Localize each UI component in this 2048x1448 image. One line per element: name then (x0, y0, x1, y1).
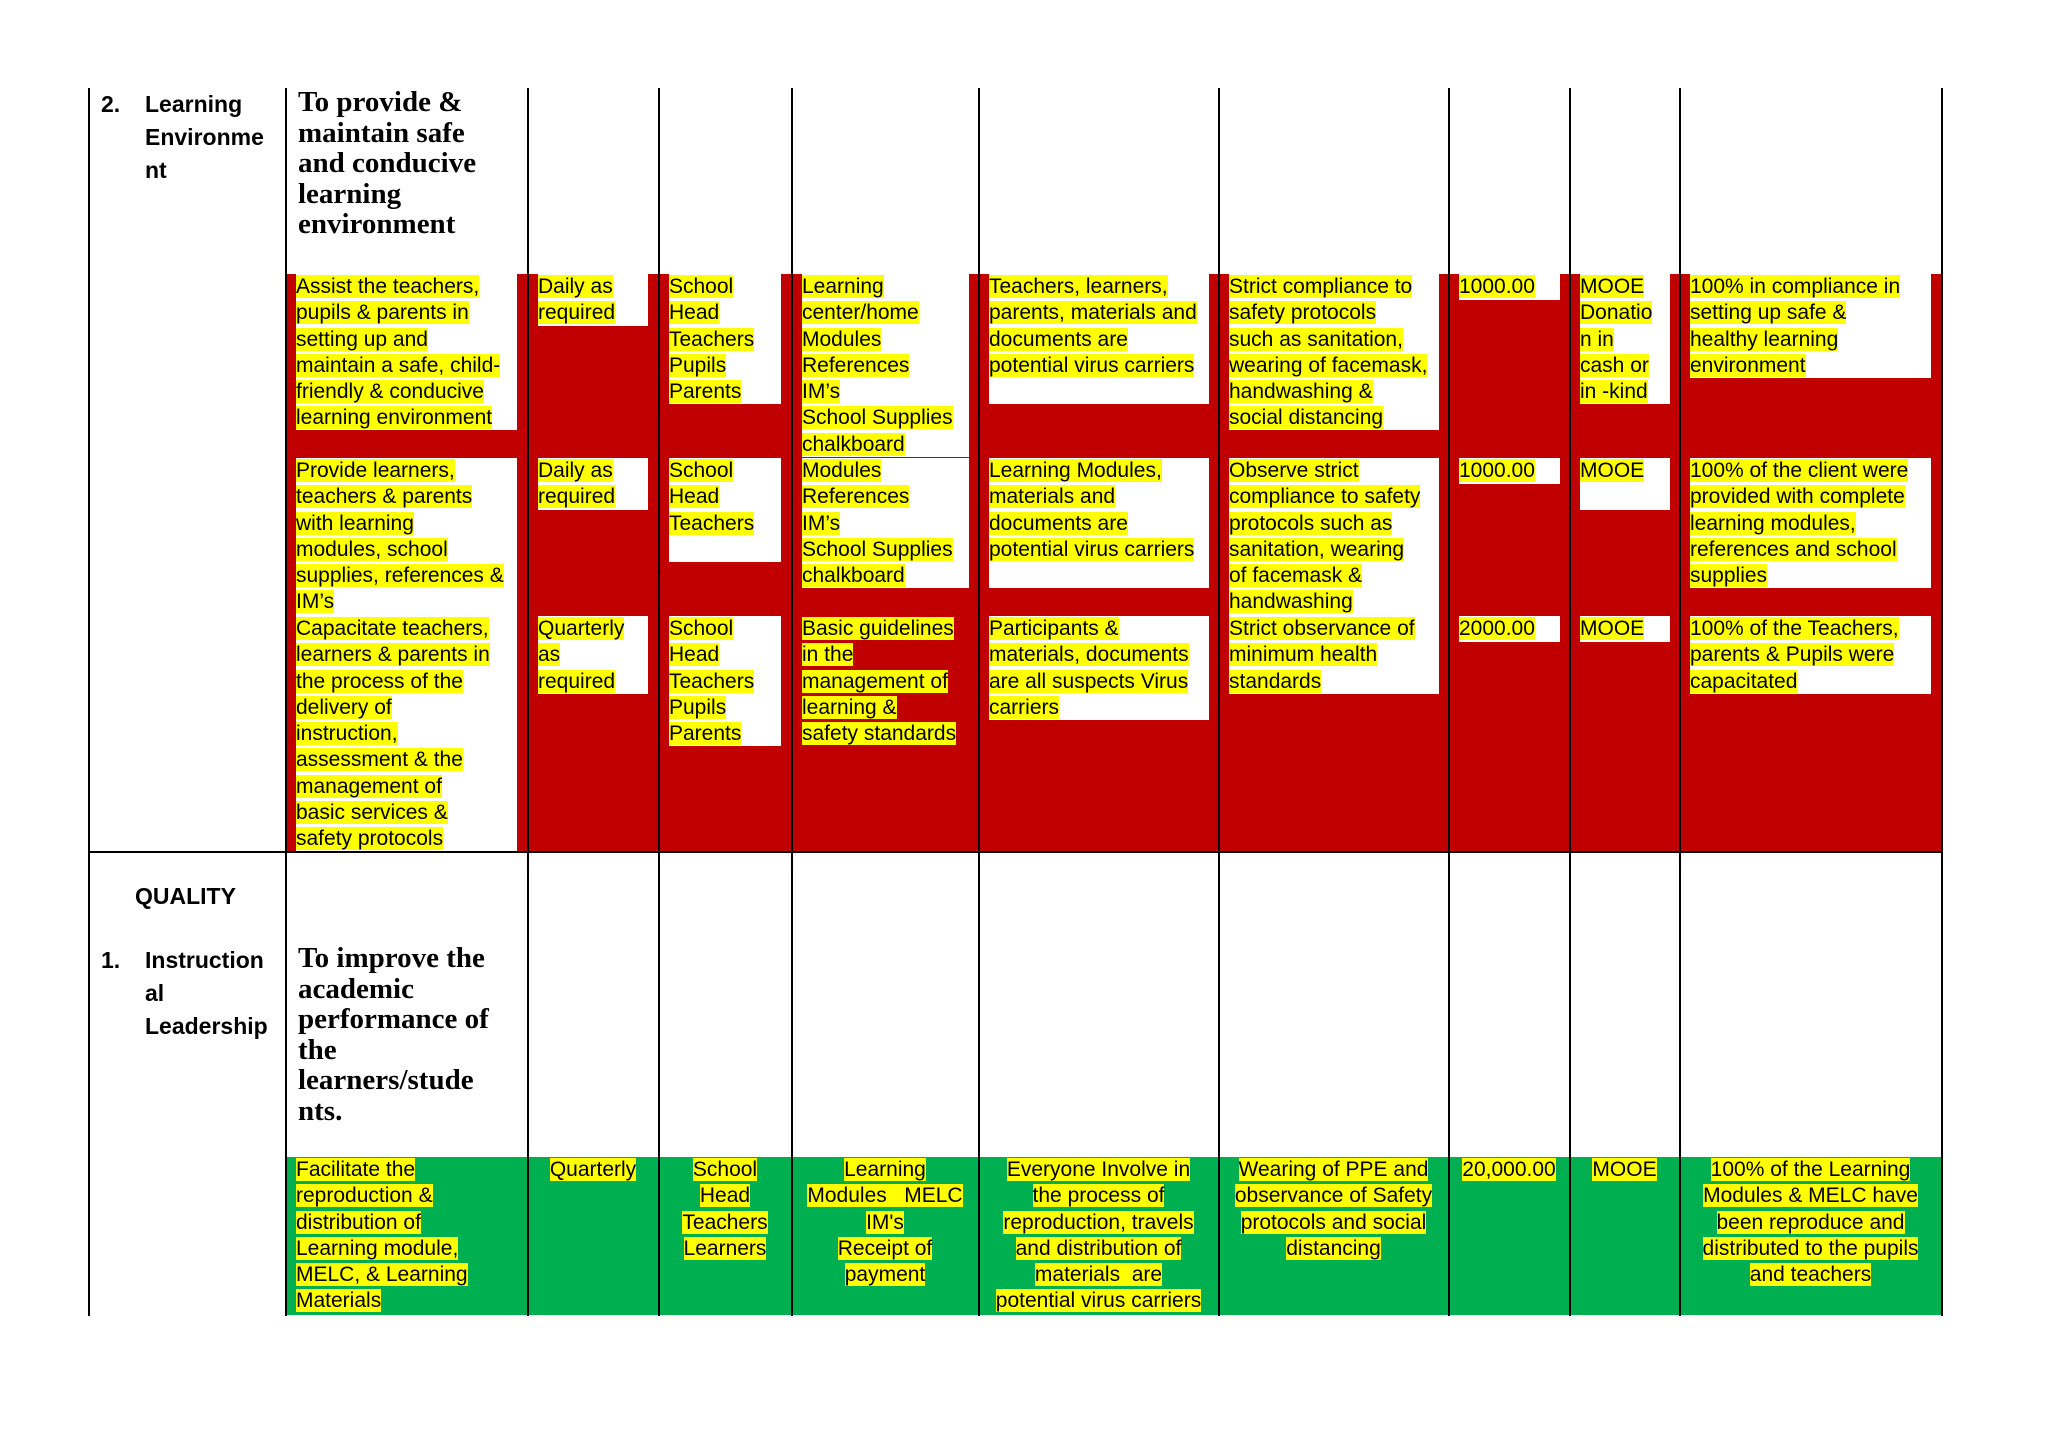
mitigating-measures-cell: Strict observance of minimum health stan… (1229, 616, 1439, 694)
timeframe-cell: Daily as required (538, 274, 648, 326)
column-divider (978, 88, 980, 1316)
resources-cell: Basic guidelines in the management of le… (802, 616, 969, 746)
mitigating-measures-cell: Observe strict compliance to safety prot… (1229, 458, 1439, 616)
persons-involved-cell: School Head Teachers Pupils Parents (669, 616, 781, 746)
mitigating-measures-cell: Strict compliance to safety protocols su… (1229, 274, 1439, 430)
activity-cell: Capacitate teachers, learners & parents … (296, 616, 517, 851)
column-divider (1218, 88, 1220, 1316)
column-divider (1569, 88, 1571, 1316)
resources-cell: Modules References IM’s School Supplies … (802, 458, 969, 588)
activity-cell: Assist the teachers, pupils & parents in… (296, 274, 517, 430)
section-number: 2. (101, 88, 120, 121)
risks-cell: Everyone Involve in the process of repro… (981, 1157, 1216, 1315)
persons-involved-cell: School Head Teachers Pupils Parents (669, 274, 781, 404)
resources-cell: Learning center/home Modules References … (802, 274, 969, 457)
timeframe-cell: Quarterly (530, 1157, 656, 1209)
success-indicator-cell: 100% of the Learning Modules & MELC have… (1682, 1157, 1939, 1287)
timeframe-cell: Quarterly as required (538, 616, 648, 694)
activity-cell: Facilitate the reproduction & distributi… (296, 1157, 517, 1315)
column-divider (658, 88, 660, 1316)
column-divider (285, 88, 287, 1316)
success-indicator-cell: 100% of the client were provided with co… (1690, 458, 1931, 588)
budget-cell: 1000.00 (1459, 274, 1560, 300)
fund-source-cell: MOOE Donatio n in cash or in -kind (1580, 274, 1670, 404)
budget-cell: 20,000.00 (1451, 1157, 1567, 1183)
fund-source-cell: MOOE (1580, 458, 1670, 510)
section-label: Instruction al Leadership (145, 944, 268, 1043)
table-left-border (88, 88, 90, 1316)
table-right-border (1941, 88, 1943, 1316)
risks-cell: Participants & materials, documents are … (989, 616, 1209, 720)
timeframe-cell: Daily as required (538, 458, 648, 510)
budget-cell: 1000.00 (1459, 458, 1560, 484)
resources-cell: Learning Modules MELC IM's Receipt of pa… (794, 1157, 976, 1287)
section-label: Learning Environme nt (145, 88, 264, 187)
quality-heading: QUALITY (135, 880, 236, 913)
risks-cell: Teachers, learners, parents, materials a… (989, 274, 1209, 404)
row-divider (88, 851, 1943, 853)
section-number: 1. (101, 944, 120, 977)
risks-cell: Learning Modules, materials and document… (989, 458, 1209, 588)
fund-source-cell: MOOE (1572, 1157, 1677, 1183)
persons-involved-cell: School Head Teachers Learners (661, 1157, 789, 1287)
fund-source-cell: MOOE (1580, 616, 1670, 642)
success-indicator-cell: 100% of the Teachers, parents & Pupils w… (1690, 616, 1931, 694)
column-divider (1679, 88, 1681, 1316)
mitigating-measures-cell: Wearing of PPE and observance of Safety … (1221, 1157, 1446, 1261)
budget-cell: 2000.00 (1459, 616, 1560, 642)
persons-involved-cell: School Head Teachers (669, 458, 781, 562)
column-divider (791, 88, 793, 1316)
objective-text: To provide & maintain safe and conducive… (298, 87, 476, 240)
column-divider (1448, 88, 1450, 1316)
objective-text: To improve the academic performance of t… (298, 943, 489, 1126)
activity-cell: Provide learners, teachers & parents wit… (296, 458, 517, 616)
column-divider (527, 88, 529, 1316)
success-indicator-cell: 100% in compliance in setting up safe & … (1690, 274, 1931, 378)
